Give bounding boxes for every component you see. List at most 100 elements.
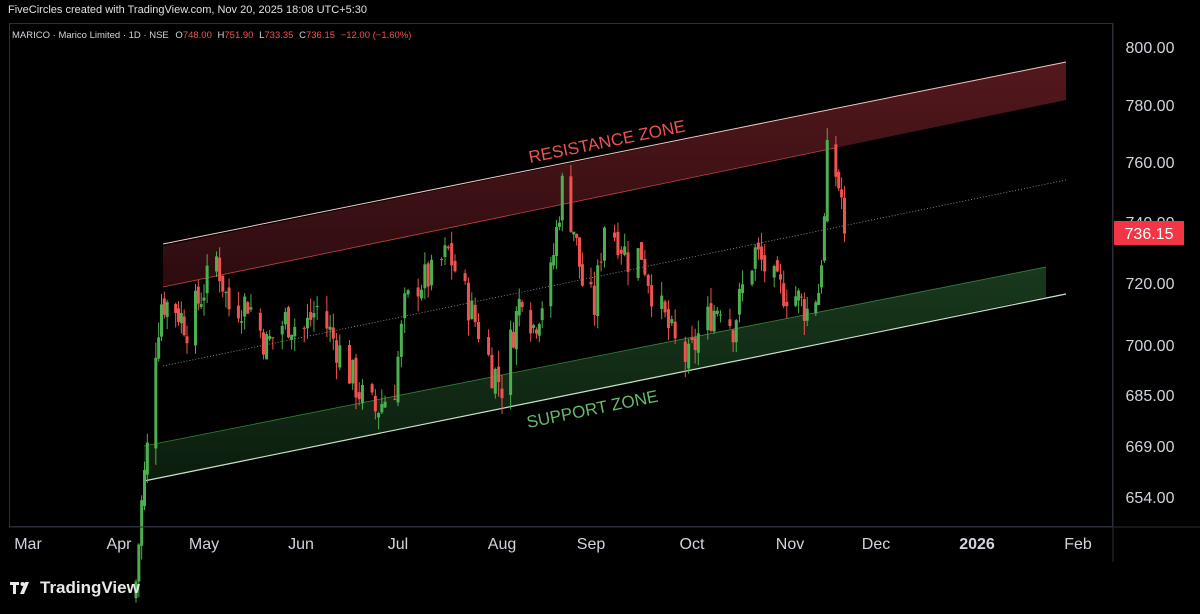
candle-body[interactable] — [302, 327, 306, 329]
candle-body[interactable] — [592, 285, 596, 315]
candle-body[interactable] — [160, 304, 163, 337]
candle-body[interactable] — [814, 302, 818, 314]
candle-body[interactable] — [137, 544, 141, 582]
candle-body[interactable] — [797, 290, 801, 301]
candle-body[interactable] — [258, 312, 262, 331]
candle-body[interactable] — [517, 298, 521, 316]
candle-body[interactable] — [286, 307, 290, 338]
candle-body[interactable] — [500, 388, 504, 399]
candle-body[interactable] — [589, 281, 593, 285]
candlestick-series[interactable] — [134, 128, 846, 603]
candle-body[interactable] — [338, 345, 342, 368]
candle-body[interactable] — [134, 581, 138, 599]
candle-body[interactable] — [537, 324, 541, 336]
candle-body[interactable] — [293, 326, 297, 337]
candle-body[interactable] — [718, 314, 722, 316]
candle-body[interactable] — [473, 304, 477, 323]
candle-body[interactable] — [280, 325, 284, 335]
candle-body[interactable] — [822, 216, 826, 261]
support-zone-band[interactable] — [144, 267, 1046, 481]
candle-body[interactable] — [453, 260, 457, 272]
candle-body[interactable] — [246, 302, 250, 314]
candle-body[interactable] — [578, 237, 582, 267]
resistance-upper-line[interactable] — [162, 61, 1067, 245]
candle-body[interactable] — [283, 311, 287, 325]
candle-body[interactable] — [470, 300, 474, 319]
candle-body[interactable] — [416, 287, 420, 297]
candle-body[interactable] — [619, 249, 623, 254]
candle-body[interactable] — [165, 302, 169, 317]
candle-body[interactable] — [354, 357, 358, 398]
candle-body[interactable] — [182, 316, 186, 336]
support-upper-line[interactable] — [143, 266, 1047, 447]
candle-body[interactable] — [194, 290, 197, 346]
candle-body[interactable] — [666, 309, 670, 329]
candle-body[interactable] — [179, 313, 183, 324]
candle-body[interactable] — [596, 265, 600, 317]
candle-body[interactable] — [760, 246, 764, 260]
candle-body[interactable] — [602, 227, 606, 261]
candle-body[interactable] — [221, 275, 225, 292]
candle-body[interactable] — [613, 232, 617, 238]
candle-body[interactable] — [660, 295, 664, 309]
candle-body[interactable] — [805, 308, 809, 321]
candle-body[interactable] — [157, 337, 161, 359]
candle-body[interactable] — [243, 296, 247, 317]
candle-body[interactable] — [555, 226, 559, 256]
candle-body[interactable] — [741, 284, 745, 294]
candle-body[interactable] — [693, 337, 697, 351]
candle-body[interactable] — [140, 500, 144, 546]
candle-body[interactable] — [450, 243, 454, 266]
candle-body[interactable] — [393, 398, 397, 400]
candle-body[interactable] — [199, 303, 203, 307]
candle-body[interactable] — [348, 344, 351, 384]
candle-body[interactable] — [309, 312, 313, 320]
candle-body[interactable] — [351, 359, 355, 384]
candle-body[interactable] — [325, 311, 329, 329]
candle-body[interactable] — [373, 395, 377, 412]
candle-body[interactable] — [419, 289, 423, 299]
candle-body[interactable] — [202, 297, 206, 301]
candle-body[interactable] — [782, 283, 786, 307]
candle-body[interactable] — [529, 310, 533, 334]
candle-body[interactable] — [271, 337, 275, 339]
candle-body[interactable] — [715, 310, 719, 314]
candle-body[interactable] — [623, 246, 627, 255]
candle-body[interactable] — [794, 296, 798, 306]
support-lower-line[interactable] — [143, 293, 1067, 482]
candle-body[interactable] — [227, 287, 231, 310]
candle-body[interactable] — [497, 366, 501, 383]
candle-body[interactable] — [261, 332, 265, 355]
candle-body[interactable] — [196, 286, 200, 304]
candle-body[interactable] — [772, 266, 776, 278]
candle-body[interactable] — [640, 242, 643, 260]
candle-body[interactable] — [205, 265, 209, 294]
candle-body[interactable] — [842, 197, 846, 234]
candle-body[interactable] — [737, 288, 741, 315]
candle-body[interactable] — [383, 401, 387, 408]
candle-body[interactable] — [185, 336, 189, 344]
candle-body[interactable] — [514, 310, 518, 350]
candle-body[interactable] — [396, 356, 400, 403]
candle-body[interactable] — [466, 282, 470, 321]
candle-body[interactable] — [174, 303, 178, 314]
candle-body[interactable] — [750, 270, 754, 285]
candle-body[interactable] — [599, 261, 603, 263]
candle-body[interactable] — [377, 413, 381, 418]
candle-body[interactable] — [357, 392, 361, 400]
candle-body[interactable] — [446, 246, 450, 249]
candle-body[interactable] — [305, 317, 309, 329]
candle-body[interactable] — [315, 305, 319, 308]
candle-body[interactable] — [673, 321, 677, 339]
candle-body[interactable] — [840, 189, 844, 198]
candle-body[interactable] — [268, 336, 272, 340]
candle-body[interactable] — [775, 260, 779, 272]
candle-body[interactable] — [380, 404, 384, 413]
candle-body[interactable] — [646, 274, 650, 286]
candle-body[interactable] — [817, 292, 821, 305]
candle-body[interactable] — [426, 263, 430, 287]
candle-body[interactable] — [487, 336, 491, 355]
candle-body[interactable] — [440, 258, 444, 260]
candle-body[interactable] — [825, 139, 829, 222]
